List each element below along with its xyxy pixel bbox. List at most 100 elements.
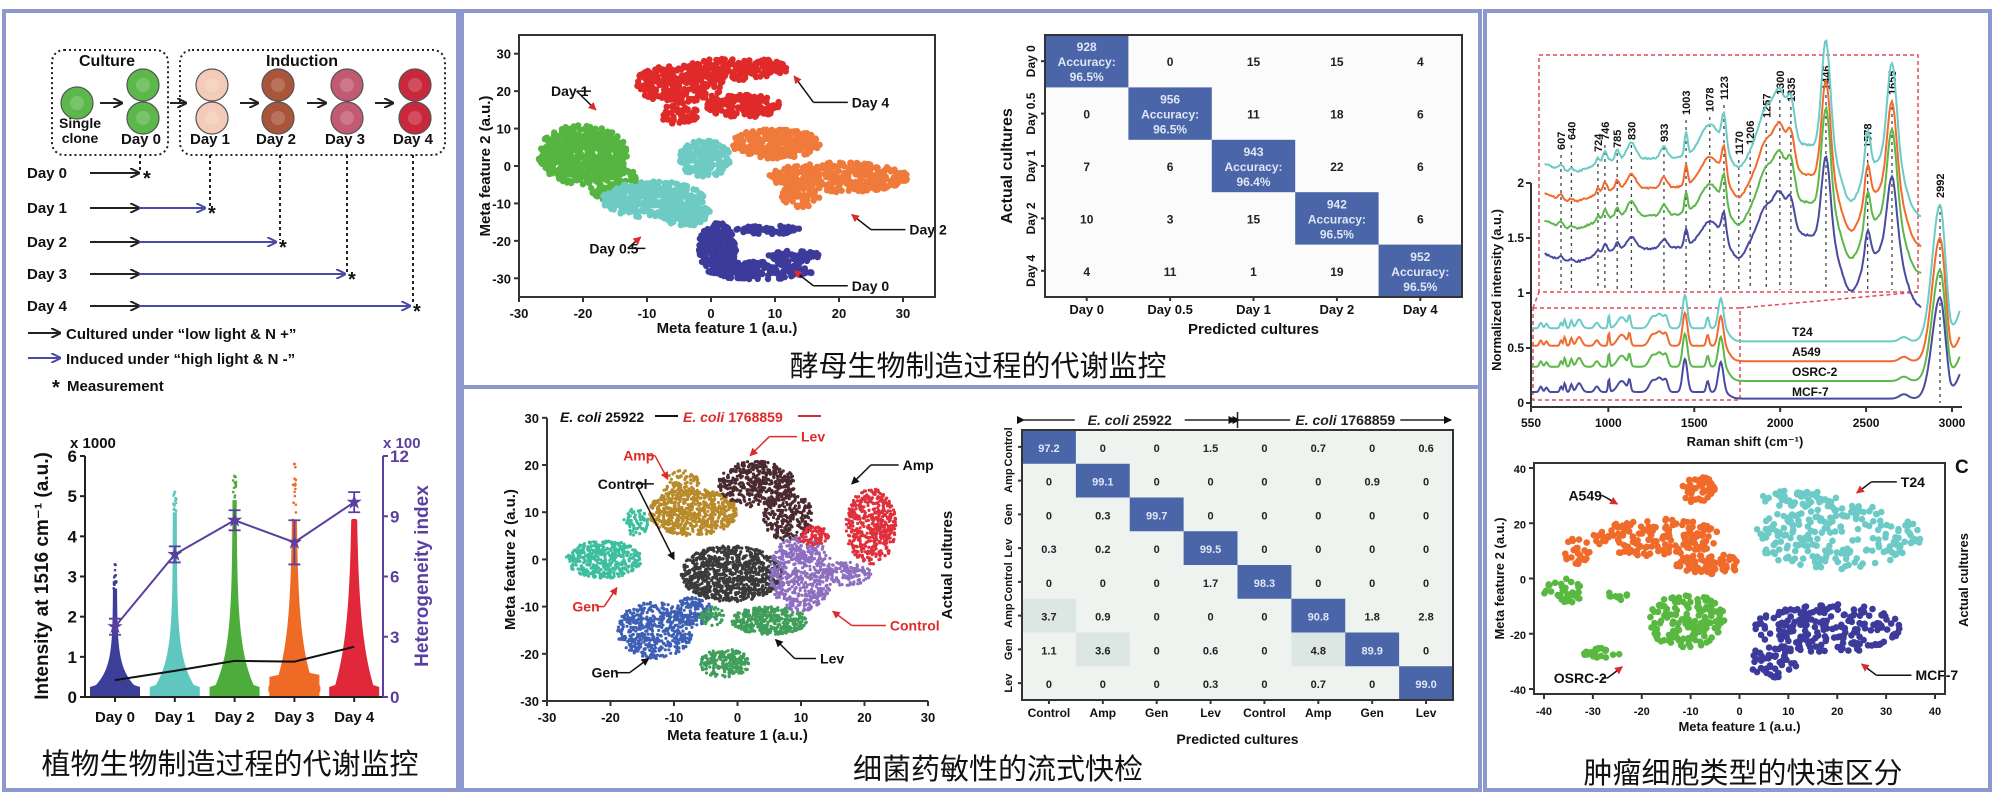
data-point <box>771 515 776 520</box>
data-point <box>772 474 776 478</box>
row-label-day-0: Day 0 <box>27 165 67 182</box>
data-point <box>673 86 681 93</box>
data-point <box>799 500 804 504</box>
data-point <box>710 515 714 519</box>
data-point <box>652 184 660 191</box>
data-point <box>762 500 766 504</box>
data-point <box>683 63 690 70</box>
data-point <box>595 189 602 196</box>
row-label-day-2: Day 2 <box>27 234 67 251</box>
data-point <box>800 191 807 199</box>
data-point <box>713 143 721 151</box>
data-point <box>712 109 719 117</box>
data-point <box>751 468 755 472</box>
outlier-point <box>234 480 238 484</box>
data-point <box>779 536 783 540</box>
data-point <box>770 524 775 528</box>
matrix-accuracy-value: 96.5% <box>1403 280 1437 294</box>
data-point <box>745 57 753 64</box>
data-point <box>682 90 690 98</box>
data-point <box>613 201 620 209</box>
data-point <box>688 192 695 199</box>
data-point <box>677 117 684 124</box>
data-point <box>684 142 691 150</box>
data-point <box>559 150 566 158</box>
data-point <box>727 106 734 113</box>
data-point <box>683 157 690 165</box>
data-point <box>654 66 661 73</box>
y-tick-label: 0 <box>68 688 77 707</box>
data-point <box>778 275 785 282</box>
data-point <box>683 168 690 175</box>
data-point <box>748 488 752 492</box>
data-point <box>666 495 670 499</box>
data-point <box>648 208 655 215</box>
data-point <box>674 76 681 83</box>
data-point <box>717 149 725 156</box>
data-point <box>645 93 652 101</box>
matrix-accuracy-value: 96.5% <box>1070 70 1104 84</box>
data-point <box>778 475 783 479</box>
data-point <box>662 488 666 492</box>
measurement-asterisk: * <box>348 269 356 291</box>
data-point <box>631 188 638 195</box>
data-point <box>759 480 764 485</box>
data-point <box>716 235 723 242</box>
data-point <box>695 483 699 488</box>
data-point <box>738 138 745 145</box>
matrix-cell-value: 15 <box>1247 55 1261 69</box>
data-point <box>718 97 726 105</box>
data-point <box>800 519 804 523</box>
data-point <box>741 102 749 110</box>
data-point <box>592 177 599 184</box>
outlier-point <box>112 586 115 590</box>
data-point <box>805 202 812 210</box>
data-point <box>732 488 736 492</box>
y-category-label: Day 0 <box>1024 45 1038 77</box>
data-point <box>755 94 763 101</box>
data-point <box>810 194 817 202</box>
data-point <box>655 178 663 185</box>
data-point <box>768 482 772 486</box>
data-point <box>691 70 698 77</box>
data-point <box>686 527 690 531</box>
data-point <box>700 88 707 95</box>
y-tick-label: 4 <box>68 527 78 546</box>
cell-day-1-nucleus <box>205 78 219 92</box>
data-point <box>659 189 666 196</box>
data-point <box>668 516 673 520</box>
cell-day-3-nucleus <box>340 111 354 125</box>
data-point <box>751 111 759 119</box>
data-point <box>729 486 733 490</box>
data-point <box>690 485 694 489</box>
data-point <box>703 83 711 90</box>
data-point <box>628 204 635 211</box>
outlier-point <box>292 501 295 505</box>
data-point <box>748 479 753 483</box>
data-point <box>725 500 730 504</box>
data-point <box>780 224 788 231</box>
data-point <box>666 527 670 531</box>
x-category-label: Day 4 <box>1403 302 1438 317</box>
data-point <box>783 475 787 480</box>
data-point <box>708 256 716 264</box>
annotation-arrow <box>793 75 815 103</box>
data-point <box>682 485 687 489</box>
induction-box <box>179 49 446 156</box>
data-point <box>713 493 717 497</box>
data-point <box>663 506 668 510</box>
data-point <box>654 78 661 85</box>
cell-day-3 <box>330 68 364 102</box>
data-point <box>668 73 676 81</box>
y2-tick-label: 12 <box>390 447 409 466</box>
data-point <box>582 136 590 143</box>
data-point <box>734 499 738 503</box>
stage-label: Day 1 <box>190 131 230 148</box>
data-point <box>783 513 787 518</box>
data-point <box>754 498 758 502</box>
cell-day-2-nucleus <box>271 111 285 125</box>
data-point <box>584 151 591 159</box>
data-point <box>790 493 794 497</box>
data-point <box>729 240 737 247</box>
